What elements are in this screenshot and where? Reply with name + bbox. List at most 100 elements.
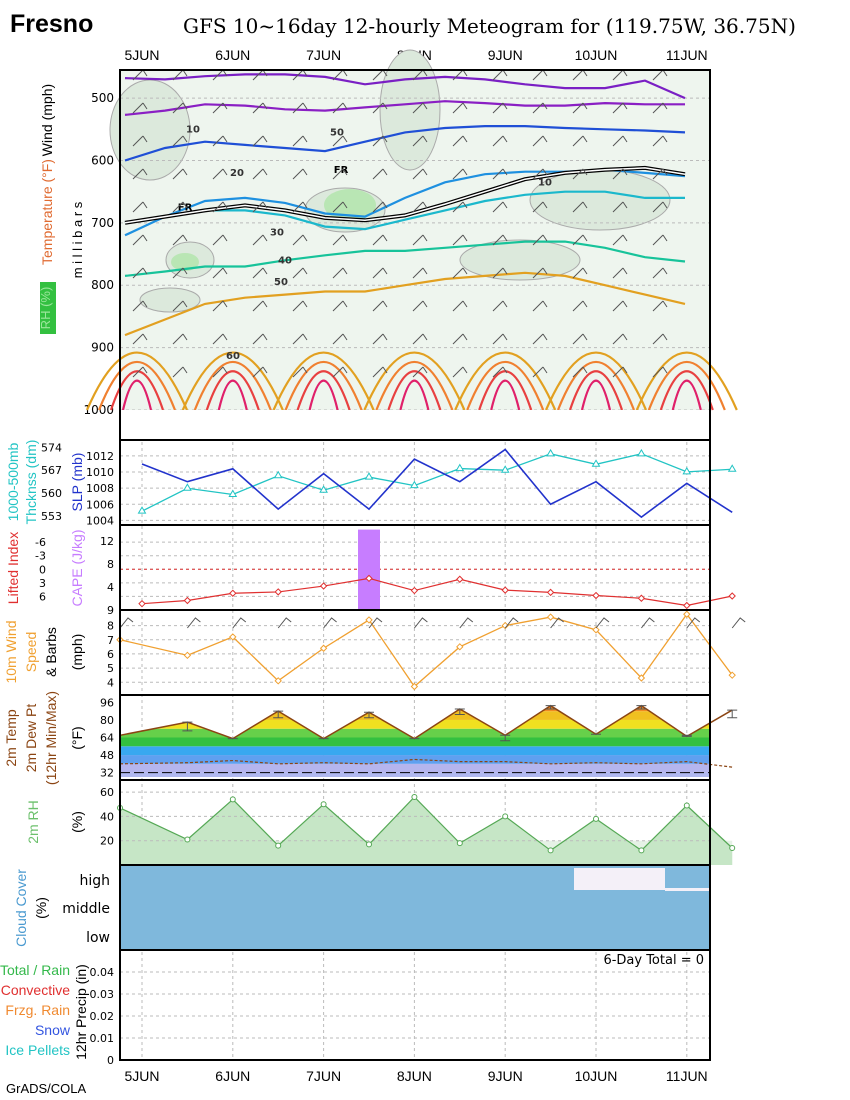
surface-wind-barb (119, 617, 134, 629)
date-label-bottom: 6JUN (215, 1068, 250, 1084)
temp-minmax-bar (727, 709, 738, 719)
thickness-point (364, 472, 374, 480)
wind-barb (612, 234, 628, 246)
temp-minmax-bar (273, 710, 284, 719)
pressure-tick-label: 800 (91, 278, 114, 292)
lifted-index-point (637, 594, 646, 602)
date-label-top: 6JUN (215, 47, 250, 63)
precip-legend-entry: Snow (35, 1022, 71, 1038)
temp-band (120, 698, 710, 702)
precip-legend-entry: Convective (1, 982, 70, 998)
rh-tick-label: 20 (100, 835, 114, 848)
wind-barb (252, 135, 268, 147)
date-label-bottom: 7JUN (306, 1068, 341, 1084)
temp-band (120, 746, 710, 756)
wind-barb (332, 300, 348, 312)
cloud-level-label: middle (62, 901, 110, 917)
thickness-tick-label: 560 (41, 487, 62, 500)
wind-barb (492, 300, 508, 312)
thickness-line (141, 453, 733, 512)
wind-speed-point (410, 682, 419, 691)
wind-barb (172, 300, 188, 312)
wind-barb (172, 168, 188, 180)
wind-barb (532, 366, 548, 378)
wind-barb (332, 102, 348, 114)
wind-tick-label: 5 (107, 662, 114, 675)
cape-tick-label: 12 (100, 535, 114, 548)
wind-barb (132, 234, 148, 246)
wind-barb (332, 201, 348, 213)
thickness-point (319, 485, 328, 493)
li-axis-label: Lifted Index (5, 532, 21, 604)
thickness-point (137, 506, 147, 514)
surface-wind-barb (641, 617, 655, 629)
wind-barb (212, 333, 228, 345)
wind-speed-point (183, 651, 192, 660)
wind-barb (372, 201, 388, 213)
date-label-top: 11JUN (666, 47, 708, 63)
surface-wind-barb (686, 617, 701, 629)
precip-tick-label: 0.04 (90, 966, 115, 979)
wind-barb (532, 135, 548, 147)
temp-minmax-bar (636, 705, 647, 710)
wind-barb (132, 102, 148, 114)
isotherm-label: 40 (278, 255, 292, 266)
wind-barb (132, 300, 148, 312)
surface-wind-barb (459, 617, 474, 629)
rh-tick-label: 60 (100, 786, 114, 799)
rh-point (275, 842, 282, 849)
wind-barb (532, 333, 548, 345)
wind-barb (452, 366, 468, 378)
precip-legend-entry: Ice Pellets (5, 1042, 70, 1058)
thickness-point (183, 483, 192, 491)
cape-tick-label: 4 (107, 581, 114, 594)
wind-barb (532, 300, 548, 312)
wind-barb (212, 366, 228, 378)
lifted-index-point (501, 586, 509, 594)
temperature-line (119, 704, 733, 740)
low-level-isotherm (671, 379, 702, 411)
lifted-index-point (138, 599, 146, 608)
rh-point (366, 841, 372, 848)
slp-tick-label: 1012 (86, 450, 114, 463)
wind-barb (412, 333, 428, 345)
wind-barb (292, 135, 308, 147)
wind-barb (532, 234, 548, 246)
wind-speed-point (683, 610, 691, 618)
upper-panel-gap (120, 410, 710, 440)
wind-barb (652, 135, 668, 147)
wind-barb (332, 333, 348, 345)
rh-point (502, 813, 509, 820)
wind-barb (212, 201, 228, 213)
wind-speed-point (229, 633, 237, 641)
lifted-index-point (365, 574, 373, 583)
surface-wind-barb (323, 617, 337, 629)
wind-barb (252, 300, 268, 312)
temp-axis-label-1: 2m Temp (3, 709, 19, 767)
low-level-isotherm (85, 351, 189, 411)
surface-wind-barb (232, 617, 247, 629)
wind-barb (452, 267, 468, 279)
temp-band (120, 705, 710, 712)
wind-barb (372, 366, 388, 378)
temp-minmax-bar (182, 721, 193, 732)
wind-barb (252, 366, 268, 378)
wind10-axis-label-2: Speed (23, 632, 39, 672)
wind-barb (572, 366, 588, 378)
thickness-point (228, 489, 238, 497)
wind-barb (332, 168, 348, 180)
low-level-isotherm (193, 361, 272, 411)
temp-tick-label: 96 (100, 696, 114, 709)
wind-barb (412, 135, 428, 147)
low-level-isotherm (544, 351, 648, 411)
thickness-point (500, 465, 510, 473)
cape-tick-label: 8 (107, 558, 114, 571)
lifted-index-point (319, 582, 328, 590)
wind-barb (292, 333, 308, 345)
wind-barb (492, 168, 508, 180)
thickness-point (273, 470, 283, 479)
wind-barb (652, 102, 668, 114)
li-tick-label: 0 (39, 563, 46, 576)
wind-barb (612, 333, 628, 345)
isotherm-label: 10 (538, 177, 552, 188)
